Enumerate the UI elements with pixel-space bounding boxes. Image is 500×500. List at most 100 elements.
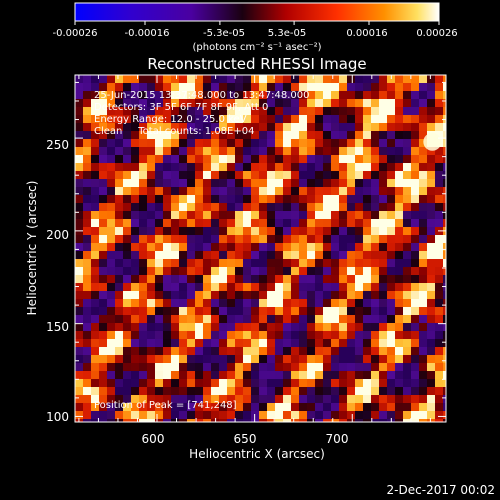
heatmap-cell [411,227,419,235]
heatmap-cell [203,75,211,83]
heatmap-cell [371,411,379,419]
heatmap-cell [235,379,243,387]
heatmap-cell [355,355,363,363]
heatmap-cell [427,379,435,387]
heatmap-cell [387,243,395,251]
heatmap-cell [267,139,275,147]
heatmap-cell [315,363,323,371]
heatmap-cell [139,139,147,147]
heatmap-cell [99,163,107,171]
heatmap-cell [315,163,323,171]
heatmap-cell [227,147,235,155]
heatmap-cell [131,403,139,411]
heatmap-cell [179,155,187,163]
heatmap-cell [107,299,115,307]
heatmap-cell [339,299,347,307]
heatmap-cell [323,299,331,307]
heatmap-cell [387,107,395,115]
heatmap-cell [323,307,331,315]
heatmap-cell [323,139,331,147]
heatmap-cell [355,267,363,275]
heatmap-cell [347,187,355,195]
heatmap-cell [315,387,323,395]
heatmap-cell [75,259,83,267]
heatmap-cell [299,331,307,339]
heatmap-cell [251,187,259,195]
heatmap-cell [387,275,395,283]
heatmap-cell [99,203,107,211]
heatmap-cell [219,131,227,139]
heatmap-cell [211,275,219,283]
heatmap-cell [267,227,275,235]
heatmap-cell [251,387,259,395]
heatmap-cell [403,307,411,315]
heatmap-cell [187,131,195,139]
heatmap-cell [155,91,163,99]
heatmap-cell [187,347,195,355]
heatmap-cell [235,195,243,203]
heatmap-cell [147,147,155,155]
heatmap-cell [299,75,307,83]
heatmap-cell [307,203,315,211]
heatmap-cell [251,99,259,107]
heatmap-cell [91,171,99,179]
heatmap-cell [187,211,195,219]
heatmap-cell [139,331,147,339]
heatmap-cell [155,227,163,235]
heatmap-cell [411,123,419,131]
heatmap-cell [339,339,347,347]
heatmap-cell [323,235,331,243]
heatmap-cell [179,187,187,195]
heatmap-cell [403,211,411,219]
heatmap-cell [291,187,299,195]
heatmap-cell [251,211,259,219]
heatmap-cell [403,267,411,275]
x-axis-label: Heliocentric X (arcsec) [189,447,325,461]
heatmap-cell [379,403,387,411]
heatmap-cell [427,203,435,211]
heatmap-cell [347,139,355,147]
heatmap-cell [123,291,131,299]
heatmap-cell [379,243,387,251]
heatmap-cell [379,379,387,387]
y-tick-label-100: 100 [46,410,69,424]
heatmap-cell [411,323,419,331]
heatmap-cell [275,139,283,147]
heatmap-cell [315,139,323,147]
heatmap-cell [91,291,99,299]
heatmap-cell [299,131,307,139]
heatmap-cell [163,275,171,283]
heatmap-cell [379,179,387,187]
heatmap-cell [347,75,355,83]
heatmap-cell [251,115,259,123]
heatmap-cell [331,331,339,339]
heatmap-cell [331,283,339,291]
heatmap-cell [251,371,259,379]
heatmap-cell [363,355,371,363]
heatmap-cell [235,387,243,395]
heatmap-cell [419,179,427,187]
heatmap-cell [411,163,419,171]
heatmap-cell [275,83,283,91]
heatmap-cell [315,371,323,379]
heatmap-cell [427,411,435,419]
heatmap-cell [163,259,171,267]
annotation-peak-position: Position of Peak = [741,248] [94,400,237,411]
heatmap-cell [131,219,139,227]
heatmap-cell [355,155,363,163]
heatmap-cell [131,347,139,355]
heatmap-cell [387,363,395,371]
heatmap-cell [235,123,243,131]
heatmap-cell [403,419,411,422]
chart-title: Reconstructed RHESSI Image [147,55,366,73]
heatmap-cell [187,139,195,147]
heatmap-cell [371,419,379,422]
heatmap-cell [403,283,411,291]
heatmap-cell [211,203,219,211]
heatmap-cell [171,163,179,171]
heatmap-cell [235,395,243,403]
heatmap-cell [363,147,371,155]
heatmap-cell [411,299,419,307]
heatmap-cell [91,195,99,203]
heatmap-cell [235,91,243,99]
